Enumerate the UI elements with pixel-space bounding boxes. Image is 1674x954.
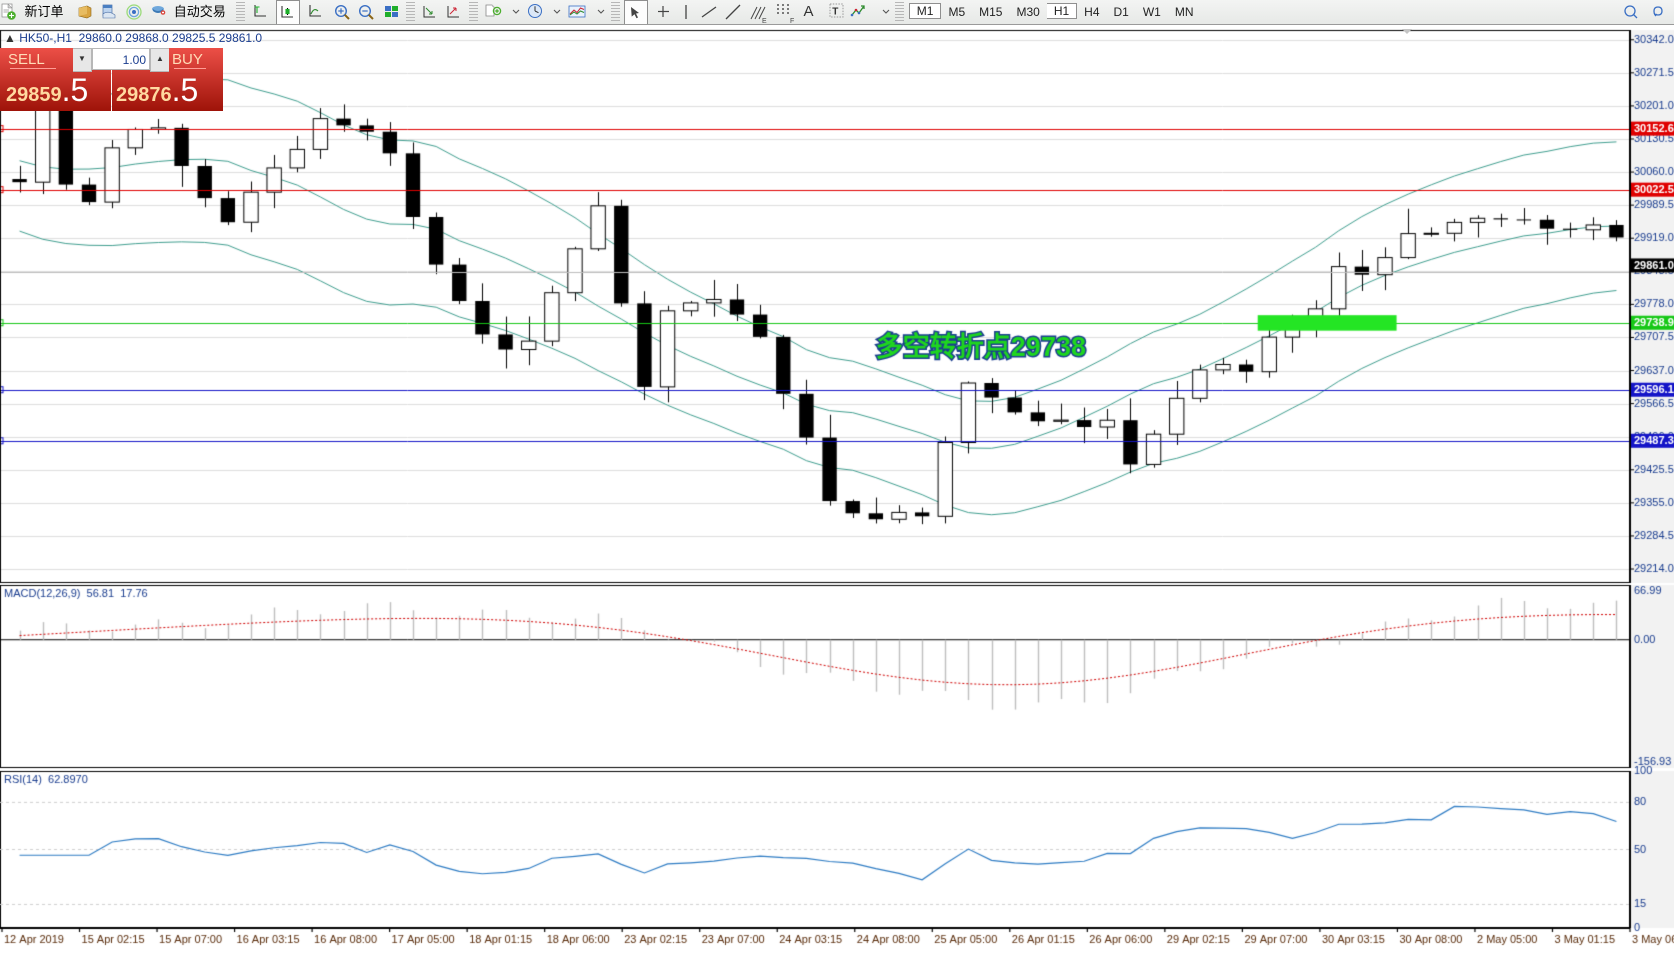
- svg-text:E: E: [762, 18, 767, 24]
- svg-text:F: F: [790, 18, 794, 24]
- svg-text:T: T: [832, 7, 838, 18]
